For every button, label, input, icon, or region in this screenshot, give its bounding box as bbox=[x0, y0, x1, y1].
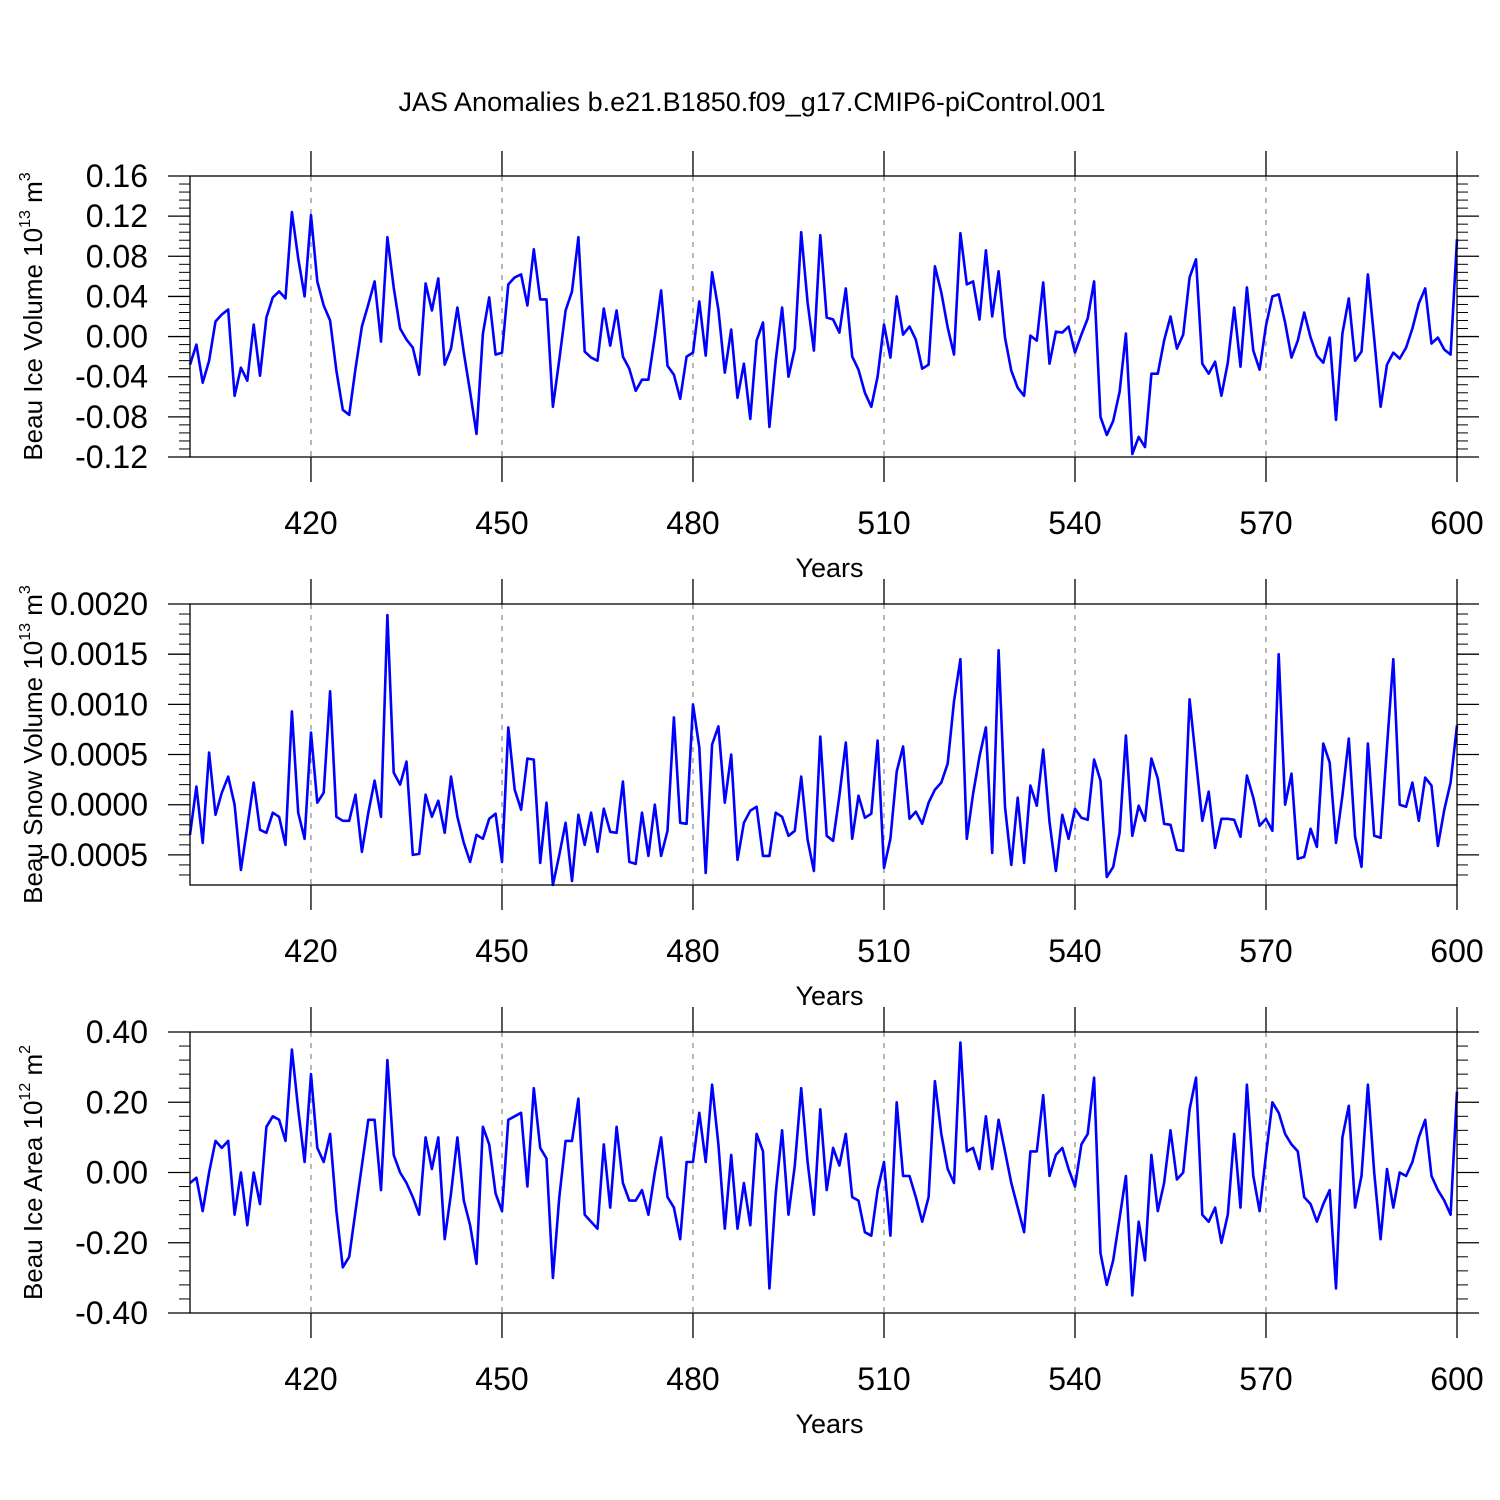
xtick-label: 450 bbox=[475, 933, 528, 969]
plot-frame-ice-volume bbox=[189, 175, 1458, 458]
xtick-label: 450 bbox=[475, 505, 528, 541]
ytick-label: 0.04 bbox=[86, 278, 148, 314]
y-axis-label-unit-exponent: 3 bbox=[17, 585, 34, 594]
series-line-ice-area bbox=[189, 1041, 1459, 1297]
xtick-label: 570 bbox=[1239, 933, 1292, 969]
ticks-ice-volume bbox=[168, 151, 1479, 482]
ytick-label: 0.40 bbox=[86, 1014, 148, 1050]
ticks-ice-area bbox=[168, 1007, 1479, 1338]
xtick-label: 480 bbox=[666, 933, 719, 969]
x-axis-label-snow-volume: Years bbox=[795, 981, 863, 1011]
ytick-label: -0.04 bbox=[75, 359, 148, 395]
x-axis-label-ice-volume: Years bbox=[795, 553, 863, 583]
xtick-label: 420 bbox=[284, 505, 337, 541]
xtick-label: 600 bbox=[1430, 1361, 1483, 1397]
panel-snow-volume: -0.0005 0.0000 0.0005 0.0010 0.0015 0.0020 42… bbox=[17, 579, 1484, 1011]
ytick-label: 0.0010 bbox=[50, 686, 148, 722]
ytick-label: 0.08 bbox=[86, 238, 148, 274]
ticks-snow-volume bbox=[168, 579, 1479, 910]
xtick-labels-ice-area: 420 450 480 510 540 570 600 bbox=[284, 1361, 1483, 1397]
ytick-label: -0.40 bbox=[75, 1295, 148, 1331]
y-axis-label-main: Beau Snow Volume 10 bbox=[18, 641, 48, 904]
y-axis-label-unit: m bbox=[18, 1054, 48, 1083]
y-axis-label-exponent: 12 bbox=[17, 1083, 34, 1101]
y-axis-label-exponent: 13 bbox=[17, 623, 34, 641]
series-line-ice-volume bbox=[188, 210, 1459, 456]
ytick-label: 0.00 bbox=[86, 1155, 148, 1191]
xtick-label: 510 bbox=[857, 933, 910, 969]
y-axis-label-ice-area: Beau Ice Area 1012 m2 bbox=[17, 1045, 48, 1300]
ytick-label: 0.12 bbox=[86, 198, 148, 234]
ytick-label: -0.12 bbox=[75, 439, 148, 475]
panel-ice-area: -0.40 -0.20 0.00 0.20 0.40 420 450 480 510 540 57… bbox=[17, 1007, 1484, 1439]
ytick-label: 0.20 bbox=[86, 1084, 148, 1120]
series-line-snow-volume bbox=[188, 613, 1459, 887]
xtick-label: 540 bbox=[1048, 1361, 1101, 1397]
grid-snow-volume bbox=[310, 604, 1267, 885]
xtick-label: 600 bbox=[1430, 505, 1483, 541]
xtick-label: 450 bbox=[475, 1361, 528, 1397]
y-axis-label-main: Beau Ice Area 10 bbox=[18, 1101, 48, 1300]
ytick-label: 0.00 bbox=[86, 319, 148, 355]
y-axis-label-ice-volume: Beau Ice Volume 1013 m3 bbox=[17, 172, 48, 460]
xtick-label: 420 bbox=[284, 1361, 337, 1397]
xtick-label: 600 bbox=[1430, 933, 1483, 969]
ytick-label: 0.16 bbox=[86, 158, 148, 194]
chart-title: JAS Anomalies b.e21.B1850.f09_g17.CMIP6-… bbox=[399, 87, 1106, 117]
xtick-label: 480 bbox=[666, 505, 719, 541]
xtick-label: 510 bbox=[857, 505, 910, 541]
xtick-labels-snow-volume: 420 450 480 510 540 570 600 bbox=[284, 933, 1483, 969]
x-axis-label-ice-area: Years bbox=[795, 1409, 863, 1439]
y-axis-label-unit-exponent: 3 bbox=[17, 172, 34, 181]
xtick-label: 480 bbox=[666, 1361, 719, 1397]
y-axis-label-unit: m bbox=[18, 181, 48, 210]
ytick-label: -0.08 bbox=[75, 399, 148, 435]
xtick-label: 510 bbox=[857, 1361, 910, 1397]
y-axis-label-main: Beau Ice Volume 10 bbox=[18, 228, 48, 461]
y-axis-label-unit: m bbox=[18, 594, 48, 623]
ytick-labels-ice-volume: -0.12 -0.08 -0.04 0.00 0.04 0.08 0.12 0.16 bbox=[75, 158, 148, 475]
panel-ice-volume: -0.12-0.08-0.040.000.040.080.120.16 420 4… bbox=[17, 151, 1484, 583]
y-axis-label-unit-exponent: 2 bbox=[17, 1045, 34, 1054]
ytick-label: 0.0005 bbox=[50, 737, 148, 773]
y-axis-label-snow-volume: Beau Snow Volume 1013 m3 bbox=[17, 585, 48, 904]
xtick-label: 570 bbox=[1239, 505, 1292, 541]
ytick-label: -0.0005 bbox=[39, 837, 148, 873]
xtick-label: 540 bbox=[1048, 505, 1101, 541]
ytick-label: 0.0020 bbox=[50, 586, 148, 622]
ytick-label: -0.20 bbox=[75, 1225, 148, 1261]
y-axis-label-exponent: 13 bbox=[17, 210, 34, 228]
grid-ice-volume bbox=[310, 176, 1267, 457]
ytick-label: 0.0015 bbox=[50, 636, 148, 672]
xtick-label: 570 bbox=[1239, 1361, 1292, 1397]
ytick-labels-ice-area: -0.40 -0.20 0.00 0.20 0.40 bbox=[75, 1014, 148, 1331]
plot-frame-snow-volume bbox=[189, 603, 1458, 886]
xtick-labels-ice-volume: 420 450 480 510 540 570 600 bbox=[284, 505, 1483, 541]
xtick-label: 420 bbox=[284, 933, 337, 969]
ytick-labels-snow-volume: -0.0005 0.0000 0.0005 0.0010 0.0015 0.0020 bbox=[39, 586, 148, 873]
ytick-label: 0.0000 bbox=[50, 787, 148, 823]
xtick-label: 540 bbox=[1048, 933, 1101, 969]
